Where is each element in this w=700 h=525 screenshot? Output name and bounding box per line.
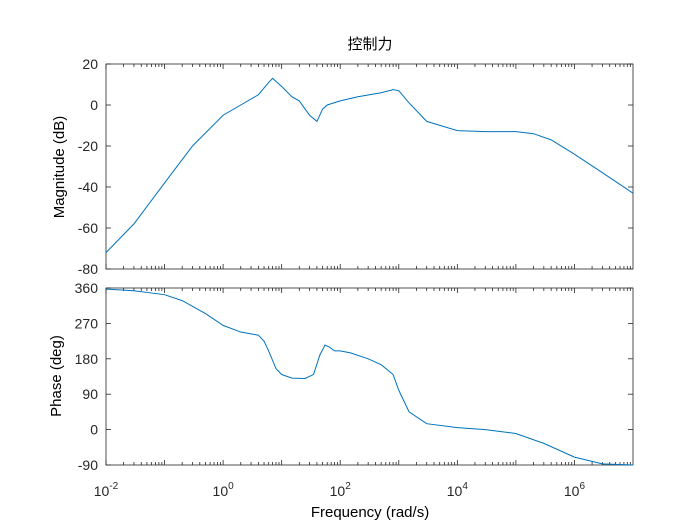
x-tick-label: 104 [447, 481, 469, 499]
y-tick-label: 360 [75, 280, 99, 296]
y-tick-label: 180 [75, 351, 99, 367]
phase-y-axis-label: Phase (deg) [48, 335, 65, 417]
phase-tick-labels: 360 270 180 90 0 -90 [75, 280, 99, 473]
figure-title: 控制力 [347, 35, 392, 53]
x-tick-label: 100 [213, 481, 235, 499]
y-tick-label: -60 [78, 220, 98, 236]
y-tick-label: 0 [90, 97, 98, 113]
x-tick-label: 106 [564, 481, 586, 499]
y-tick-label: -20 [78, 138, 98, 154]
y-tick-label: 270 [75, 315, 99, 331]
frequency-tick-labels: 10-2 100 102 104 106 [94, 481, 586, 499]
magnitude-axes-box [105, 63, 634, 270]
y-tick-label: -80 [78, 261, 98, 277]
y-tick-label: -40 [78, 179, 98, 195]
y-tick-label: 20 [82, 56, 98, 72]
y-tick-label: -90 [78, 457, 98, 473]
magnitude-series-line [105, 77, 634, 253]
x-tick-label: 102 [330, 481, 352, 499]
magnitude-tick-labels: 20 0 -20 -40 -60 -80 [78, 56, 98, 277]
y-tick-label: 0 [90, 422, 98, 438]
phase-series-line [105, 288, 634, 466]
magnitude-y-axis-label: Magnitude (dB) [51, 116, 68, 219]
magnitude-ticks [105, 63, 633, 270]
x-tick-label: 10-2 [94, 481, 119, 499]
phase-axes-box [105, 287, 634, 466]
frequency-axis-label: Frequency (rad/s) [311, 504, 429, 521]
magnitude-plot: 20 0 -20 -40 -60 -80 Magnitude (dB) [51, 56, 634, 277]
y-tick-label: 90 [82, 386, 98, 402]
